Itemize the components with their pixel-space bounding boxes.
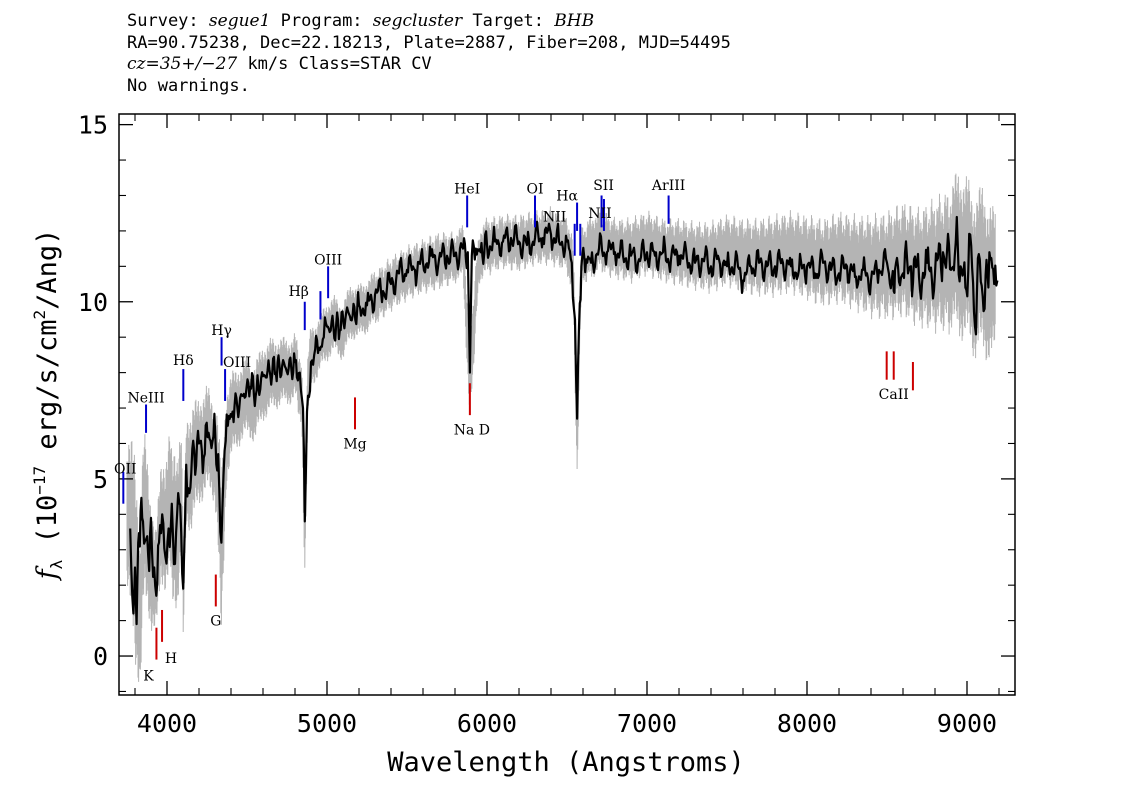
header-line-3: cz=35+/−27 km/s Class=STAR CV (127, 54, 731, 76)
redshift-value: cz=35+/−27 (127, 54, 238, 74)
line-label-mg: Mg (343, 436, 366, 452)
warnings-text: No warnings. (127, 75, 250, 96)
line-label-k: K (143, 669, 154, 685)
line-label-oiii: OIII (314, 252, 342, 268)
line-label-oiii: OIII (223, 355, 251, 371)
x-tick-label: 5000 (297, 709, 357, 738)
line-label-caii: CaII (879, 387, 909, 403)
error-envelope (126, 173, 996, 682)
y-axis-label: fλ (10−17 erg/s/cm2/Ang) (30, 229, 66, 582)
line-label-nii: NII (588, 206, 611, 222)
x-tick-label: 8000 (777, 709, 837, 738)
line-label-oi: OI (526, 181, 543, 197)
y-label-exp2: 2 (30, 310, 49, 320)
line-label-h: H (165, 651, 177, 667)
y-label-body: (10 (32, 495, 63, 560)
x-tick-label: 4000 (137, 709, 197, 738)
x-tick-label: 6000 (457, 709, 517, 738)
y-tick-label: 0 (93, 642, 108, 671)
survey-value: segue1 (208, 11, 271, 31)
spectrum-header: Survey: segue1 Program: segcluster Targe… (127, 11, 731, 97)
y-label-sub: λ (47, 559, 66, 569)
program-value: segcluster (372, 11, 463, 31)
y-tick-label: 10 (78, 288, 108, 317)
plot-area (126, 173, 999, 682)
target-label: Target: (472, 11, 545, 31)
line-label-neiii: NeIII (127, 390, 164, 406)
line-label-ariii: ArIII (651, 178, 685, 194)
line-label-hα: Hα (556, 188, 578, 204)
line-label-hei: HeI (454, 181, 480, 197)
survey-label: Survey: (127, 11, 199, 31)
line-label-hβ: Hβ (289, 284, 309, 300)
x-tick-label: 9000 (937, 709, 997, 738)
x-axis-label: Wavelength (Angstroms) (387, 747, 745, 778)
flux-line (129, 215, 999, 626)
y-label-end: /Ang) (32, 229, 63, 310)
y-label-exp: −17 (30, 466, 49, 495)
line-label-sii: SII (593, 178, 614, 194)
target-value: BHB (554, 11, 595, 31)
header-line-1: Survey: segue1 Program: segcluster Targe… (127, 11, 731, 33)
line-label-g: G (210, 614, 221, 630)
line-label-oii: OII (114, 461, 137, 477)
plot-frame (118, 113, 1016, 696)
header-line-2: RA=90.75238, Dec=22.18213, Plate=2887, F… (127, 32, 731, 53)
x-tick-label: 7000 (617, 709, 677, 738)
y-tick-label: 5 (93, 465, 108, 494)
line-label-na-d: Na D (454, 422, 490, 438)
line-label-hδ: Hδ (173, 353, 194, 369)
line-label-hγ: Hγ (211, 323, 232, 339)
y-label-mid: erg/s/cm (32, 320, 63, 466)
line-label-nii: NII (543, 210, 566, 226)
program-label: Program: (280, 11, 363, 31)
axis-ticks: 4000 5000 6000 7000 8000 9000 0 5 10 15 (78, 111, 1015, 738)
y-tick-label: 15 (78, 111, 108, 140)
class-text: km/s Class=STAR CV (237, 54, 432, 74)
